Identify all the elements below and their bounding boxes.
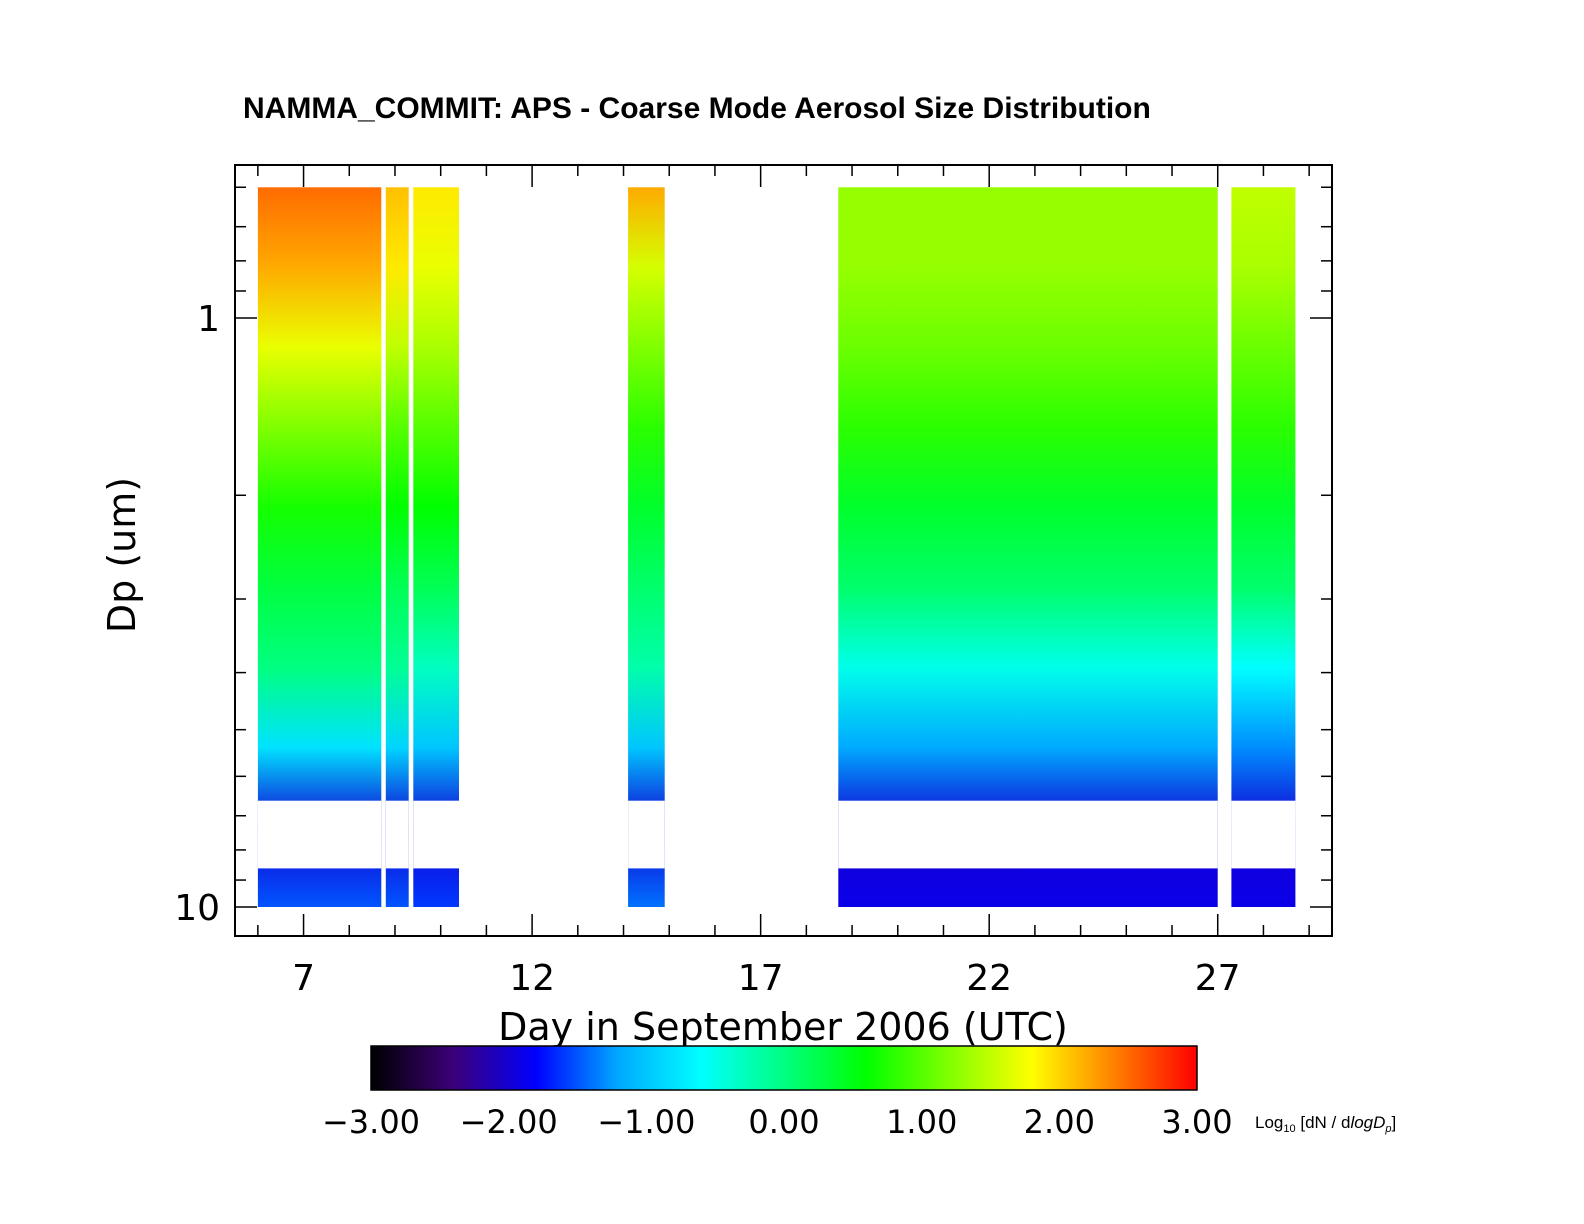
y-axis-label: Dp (um) (100, 477, 144, 633)
data-segment (257, 187, 382, 908)
x-tick-label: 27 (1195, 958, 1241, 999)
colorbar-tick-label: 2.00 (1024, 1103, 1095, 1141)
missing-data-band (838, 800, 1218, 869)
heatmap-area (257, 187, 1296, 908)
colorbar: −3.00 −2.00 −1.00 0.00 1.00 2.00 3.00 Log10 [d… (322, 1045, 1396, 1141)
missing-data-band (1231, 800, 1296, 869)
colorbar-tick-label: 0.00 (748, 1103, 819, 1141)
y-tick-labels: 1 10 (174, 299, 220, 929)
colorbar-tick-label: −1.00 (597, 1103, 695, 1141)
data-segment (628, 187, 665, 908)
x-tick-label: 17 (738, 958, 784, 999)
y-tick-label: 1 (197, 299, 220, 340)
plot-frame (234, 164, 1333, 937)
colorbar-tick-label: −3.00 (322, 1103, 420, 1141)
missing-data-band (628, 800, 665, 869)
colorbar-tick-label: −2.00 (460, 1103, 558, 1141)
data-segment (385, 187, 409, 908)
data-segment (413, 187, 459, 908)
missing-data-band (385, 800, 409, 869)
data-segment (838, 187, 1218, 908)
x-tick-label: 12 (509, 958, 555, 999)
data-segment (1231, 187, 1296, 908)
x-axis-label: Day in September 2006 (UTC) (498, 1005, 1068, 1049)
colorbar-tick-labels: −3.00 −2.00 −1.00 0.00 1.00 2.00 3.00 (322, 1103, 1233, 1141)
colorbar-tick-label: 1.00 (886, 1103, 957, 1141)
colorbar-tick-label: 3.00 (1161, 1103, 1232, 1141)
x-tick-labels: 7 12 17 22 27 (292, 958, 1240, 999)
colorbar-bar (370, 1045, 1198, 1091)
missing-data-band (257, 800, 382, 869)
x-tick-label: 22 (966, 958, 1012, 999)
y-tick-label: 10 (174, 888, 220, 929)
x-tick-label: 7 (292, 958, 315, 999)
colorbar-unit-label: Log10 [dN / dlogDp] (1255, 1113, 1396, 1135)
chart-title: NAMMA_COMMIT: APS - Coarse Mode Aerosol … (243, 92, 1151, 125)
axis-ticks (235, 165, 1332, 936)
missing-data-band (413, 800, 459, 869)
